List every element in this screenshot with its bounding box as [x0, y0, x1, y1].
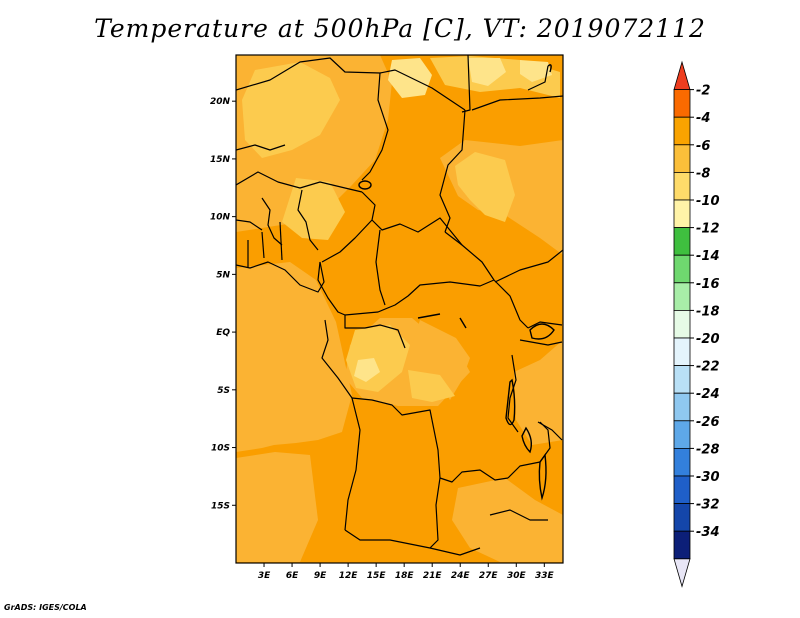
lat-tick-label: 20N: [210, 97, 231, 107]
map-panel: [236, 55, 563, 563]
latitude-axis: 20N 15N 10N 5N EQ 5S 10S 15S: [210, 97, 236, 511]
lon-tick-label: 3E: [258, 571, 271, 581]
colorbar-label: -2: [696, 84, 710, 99]
lat-tick-label: 15S: [211, 501, 230, 511]
colorbar-segment: [673, 227, 691, 256]
colorbar-label: -6: [696, 139, 710, 154]
lon-tick-label: 6E: [286, 571, 299, 581]
colorbar-segment: [673, 282, 691, 311]
colorbar-segment: [673, 392, 691, 422]
colorbar-label: -30: [696, 470, 720, 485]
lat-tick-label: 10S: [211, 444, 230, 454]
colorbar-segment: [673, 199, 691, 229]
lon-tick-label: 9E: [314, 571, 327, 581]
lon-tick-label: 30E: [507, 571, 527, 581]
colorbar-segment: [673, 365, 691, 394]
lon-tick-label: 27E: [479, 571, 499, 581]
credit-text: GrADS: IGES/COLA: [4, 603, 87, 612]
lat-tick-label: 5N: [216, 270, 230, 280]
colorbar-bottom-arrow: [673, 558, 691, 588]
colorbar-segment: [673, 420, 691, 449]
colorbar-segment: [673, 530, 691, 560]
lon-tick-label: 12E: [339, 571, 359, 581]
lakes: [358, 64, 555, 501]
colorbar-segment: [673, 171, 691, 201]
colorbar-segment: [673, 254, 691, 284]
colorbar-label: -22: [696, 360, 720, 375]
colorbar-segment: [673, 89, 691, 118]
colorbar-label: -18: [696, 304, 720, 319]
colorbar-label: -28: [696, 442, 720, 457]
temperature-zone-minus10: [354, 58, 552, 382]
colorbar-label: -24: [696, 387, 720, 402]
chart-title: Temperature at 500hPa [C], VT: 201907211…: [94, 14, 706, 43]
colorbar-segment: [673, 116, 691, 146]
lon-tick-label: 18E: [395, 571, 415, 581]
colorbar-label: -4: [696, 111, 710, 126]
colorbar-segment: [673, 309, 691, 339]
colorbar-top-arrow: [673, 60, 691, 90]
colorbar-segment: [673, 144, 691, 173]
colorbar-segment: [673, 503, 691, 532]
lat-tick-label: 5S: [217, 386, 230, 396]
lon-tick-label: 21E: [423, 571, 443, 581]
lon-tick-label: 15E: [367, 571, 387, 581]
lon-tick-label: 33E: [535, 571, 555, 581]
colorbar-label: -10: [696, 194, 720, 209]
colorbar-label: -20: [696, 332, 720, 347]
colorbar: -2 -4 -6 -8 -10 -12 -14 -16 -18 -20 -22 -24 -26 -28 -3…: [673, 60, 720, 588]
lat-tick-label: 15N: [210, 155, 231, 165]
longitude-axis: 3E 6E 9E 12E 15E 18E 21E 24E 27E 30E 33E: [258, 563, 555, 581]
colorbar-label: -16: [696, 277, 720, 292]
colorbar-label: -26: [696, 415, 720, 430]
colorbar-label: -8: [696, 166, 710, 181]
lon-tick-label: 24E: [451, 571, 471, 581]
colorbar-label: -14: [696, 249, 720, 264]
colorbar-segment: [673, 475, 691, 505]
colorbar-label: -34: [696, 525, 720, 540]
colorbar-label: -32: [696, 498, 720, 513]
colorbar-label: -12: [696, 222, 720, 237]
lat-tick-label: EQ: [216, 328, 230, 338]
colorbar-segment: [673, 447, 691, 477]
colorbar-segment: [673, 337, 691, 367]
country-borders: [236, 55, 563, 556]
lat-tick-label: 10N: [210, 213, 231, 223]
map-frame: [235, 54, 564, 564]
